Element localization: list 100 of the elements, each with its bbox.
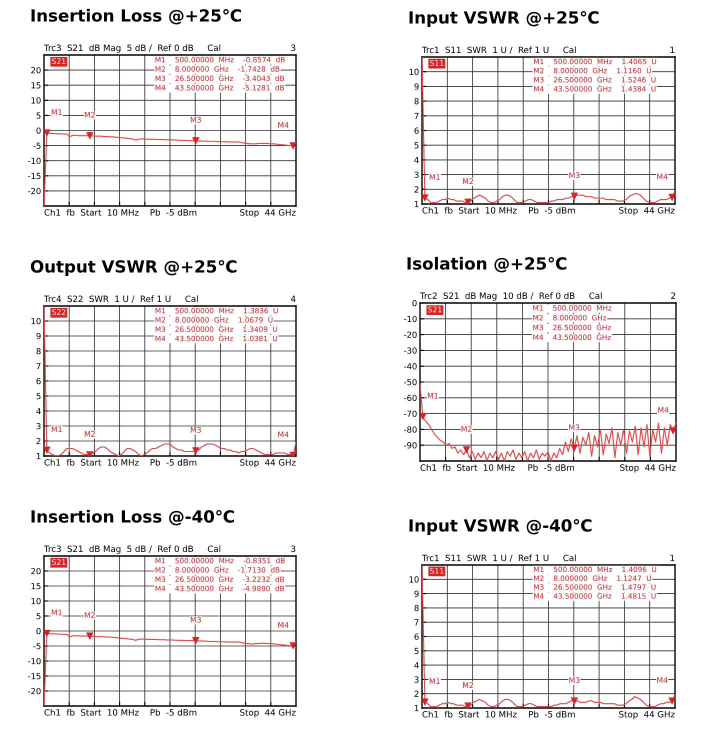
- y-tick-label: 1: [36, 453, 40, 460]
- text: 3: [291, 44, 296, 52]
- y-tick-label: 6: [414, 633, 419, 640]
- y-tick-label: -5: [33, 142, 40, 149]
- point: [669, 427, 676, 435]
- point: [44, 129, 51, 137]
- point: [420, 413, 427, 420]
- chart-title: Input VSWR @+25℃: [410, 11, 599, 27]
- text: Pb -5 dBm: [529, 710, 575, 718]
- y-tick-label: 10: [32, 97, 41, 104]
- y-tick-label: -90: [404, 442, 417, 448]
- y-tick-label: 20: [31, 568, 41, 574]
- text: Pb -5 dBm: [528, 464, 574, 471]
- y-tick-label: -80: [404, 426, 417, 433]
- y-tick-label: -15: [28, 172, 40, 180]
- y-tick-label: 0: [412, 300, 417, 306]
- y-tick-label: -20: [404, 332, 417, 338]
- y-tick-label: 10: [32, 318, 41, 324]
- y-tick-label: 3: [414, 676, 419, 683]
- y-tick-label: 6: [36, 378, 41, 384]
- y-tick-label: 2: [414, 186, 418, 192]
- y-tick-label: 1: [414, 201, 418, 208]
- text: Trc2 S21 dB Mag 10 dB / Ref 0 dB Cal: [420, 292, 602, 301]
- text: Stop 44 GHz: [240, 709, 296, 718]
- text: Trc1 S11 SWR 1 U / Ref 1 U Cal: [422, 46, 576, 54]
- text: Ch1 fb Start 10 MHz: [420, 464, 515, 471]
- y-tick-label: 20: [31, 67, 41, 74]
- text: Pb -5 dBm: [150, 459, 196, 466]
- y-tick-label: -40: [404, 363, 417, 370]
- y-tick-label: 3: [414, 172, 419, 178]
- text: Trc1 S11 SWR 1 U / Ref 1 U Cal: [422, 554, 576, 562]
- y-tick-label: -10: [28, 658, 41, 664]
- y-tick-label: 10: [410, 576, 419, 583]
- line-series: [422, 57, 675, 204]
- y-tick-label: 1: [414, 705, 418, 712]
- y-tick-label: -10: [404, 316, 417, 322]
- y-tick-label: 7: [414, 619, 419, 626]
- chart-title: Isolation @+25℃: [408, 256, 566, 272]
- y-tick-label: -30: [404, 347, 417, 354]
- text: Stop 44 GHz: [240, 459, 296, 468]
- point: [44, 630, 51, 638]
- point: [86, 632, 94, 640]
- y-tick-label: 5: [414, 142, 418, 148]
- y-tick-label: 8: [414, 98, 419, 104]
- line-series: [44, 306, 296, 456]
- y-tick-label: 3: [36, 422, 41, 430]
- text: 1: [670, 554, 674, 562]
- text: Trc3 S21 dB Mag 5 dB / Ref 0 dB Cal: [44, 44, 220, 53]
- text: Ch1 fb Start 10 MHz: [44, 709, 139, 716]
- y-tick-label: 4: [414, 662, 419, 668]
- point: [192, 636, 200, 644]
- y-tick-label: 5: [36, 112, 40, 119]
- y-tick-label: -60: [404, 394, 417, 402]
- y-tick-label: 5: [36, 393, 40, 400]
- y-tick-label: 8: [414, 604, 419, 612]
- y-tick-label: 10: [410, 68, 419, 75]
- text: Trc4 S22 SWR 1 U / Ref 1 U Cal: [44, 295, 198, 303]
- text: Pb -5 dBm: [150, 709, 196, 716]
- y-tick-label: -5: [33, 643, 40, 650]
- y-tick-label: 7: [36, 363, 41, 370]
- y-tick-label: -70: [404, 410, 417, 417]
- y-tick-label: 2: [414, 690, 418, 697]
- chart-title: Output VSWR @+25℃: [30, 260, 236, 276]
- y-tick-label: 9: [414, 590, 419, 597]
- y-tick-label: 5: [414, 648, 418, 654]
- text: Ch1 fb Start 10 MHz: [422, 710, 517, 718]
- point: [289, 142, 296, 150]
- text: 4: [290, 296, 296, 302]
- text: 1: [670, 46, 674, 54]
- y-tick-label: 9: [36, 332, 41, 340]
- chart-title: Insertion Loss @+25℃: [32, 8, 241, 24]
- y-tick-label: 10: [32, 598, 41, 604]
- y-tick-label: -10: [28, 158, 41, 164]
- y-tick-label: 4: [414, 156, 419, 164]
- point: [462, 446, 470, 454]
- text: Ch1 fb Start 10 MHz: [422, 206, 517, 214]
- text: Pb -5 dBm: [150, 209, 196, 216]
- y-tick-label: -50: [404, 378, 417, 386]
- y-tick-label: -20: [28, 188, 41, 194]
- point: [289, 642, 296, 650]
- text: Stop 44 GHz: [240, 209, 296, 218]
- y-tick-label: 6: [414, 127, 419, 134]
- line-series: [422, 565, 675, 708]
- y-tick-label: 7: [414, 112, 419, 119]
- text: Ch1 fb Start 10 MHz: [44, 459, 139, 466]
- text: Pb -5 dBm: [529, 206, 575, 214]
- y-tick-label: 0: [36, 628, 41, 634]
- chart-title: Input VSWR @-40℃: [410, 519, 592, 535]
- y-tick-label: 8: [36, 348, 41, 354]
- y-tick-label: 5: [36, 613, 40, 620]
- text: Stop 44 GHz: [619, 207, 675, 216]
- text: Ch1 fb Start 10 MHz: [44, 209, 139, 216]
- y-tick-label: 0: [36, 127, 41, 134]
- y-tick-label: 15: [32, 583, 40, 590]
- text: Stop 44 GHz: [619, 711, 675, 720]
- text: 2: [671, 292, 676, 299]
- text: Stop 44 GHz: [620, 464, 676, 472]
- y-tick-label: 9: [414, 83, 419, 90]
- point: [192, 137, 200, 144]
- y-tick-label: -20: [28, 688, 41, 694]
